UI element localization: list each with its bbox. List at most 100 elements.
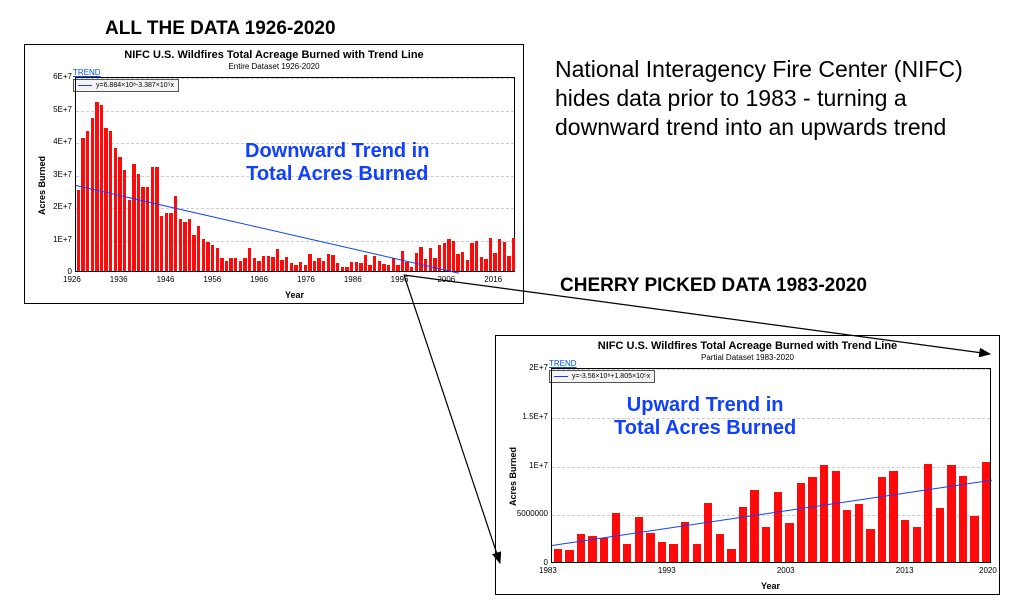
bar xyxy=(577,534,585,562)
bar xyxy=(202,239,205,272)
x-tick: 1946 xyxy=(157,275,175,284)
bar xyxy=(913,527,921,562)
bar xyxy=(565,550,573,562)
bar xyxy=(294,265,297,271)
bar xyxy=(405,262,408,271)
bar xyxy=(693,544,701,562)
bar xyxy=(234,258,237,271)
bar xyxy=(91,118,94,271)
bar xyxy=(410,267,413,271)
y-tick: 5E+7 xyxy=(39,105,72,114)
bar xyxy=(466,260,469,271)
x-tick: 2006 xyxy=(437,275,455,284)
bar xyxy=(248,248,251,271)
bar xyxy=(443,243,446,271)
bar xyxy=(355,262,358,271)
bar xyxy=(77,190,80,271)
bar xyxy=(206,242,209,271)
x-tick: 2013 xyxy=(896,566,914,575)
bar xyxy=(317,258,320,271)
y-tick: 6E+7 xyxy=(39,72,72,81)
bar xyxy=(100,105,103,271)
bar xyxy=(484,259,487,271)
bar xyxy=(635,517,643,562)
bar xyxy=(554,549,562,562)
x-tick: 1986 xyxy=(344,275,362,284)
bar xyxy=(396,265,399,271)
bar xyxy=(889,471,897,562)
bar xyxy=(336,263,339,271)
bar xyxy=(313,261,316,271)
bar xyxy=(855,504,863,562)
bar xyxy=(345,267,348,271)
bar xyxy=(114,148,117,272)
bar xyxy=(612,513,620,562)
bar xyxy=(271,257,274,271)
bar xyxy=(878,477,886,562)
bar xyxy=(470,243,473,271)
bar xyxy=(359,263,362,271)
gridline xyxy=(76,111,514,112)
bar xyxy=(924,464,932,562)
bar xyxy=(866,529,874,562)
bar xyxy=(373,256,376,271)
bar xyxy=(600,538,608,562)
bar xyxy=(239,261,242,271)
bar xyxy=(137,174,140,272)
bar xyxy=(253,258,256,271)
bar xyxy=(128,200,131,272)
bar xyxy=(160,216,163,271)
bar xyxy=(132,164,135,271)
bar xyxy=(512,238,515,271)
bar xyxy=(267,256,270,271)
bar xyxy=(341,267,344,271)
chart1-title: NIFC U.S. Wildfires Total Acreage Burned… xyxy=(25,49,523,61)
bar xyxy=(785,523,793,562)
title-cherry-picked: CHERRY PICKED DATA 1983-2020 xyxy=(560,275,867,297)
chart2-ylabel: Acres Burned xyxy=(508,447,518,506)
bar xyxy=(308,254,311,271)
bar xyxy=(197,226,200,272)
y-tick: 2E+7 xyxy=(39,202,72,211)
bar xyxy=(183,222,186,271)
bar xyxy=(750,490,758,562)
bar xyxy=(936,508,944,562)
chart1-trend-link: TREND xyxy=(73,68,101,77)
bar xyxy=(322,261,325,271)
bar xyxy=(480,257,483,271)
bar xyxy=(681,522,689,562)
bar xyxy=(498,239,501,272)
bar xyxy=(118,157,121,271)
bar xyxy=(151,167,154,271)
x-tick: 1966 xyxy=(250,275,268,284)
y-tick: 1E+7 xyxy=(515,461,548,470)
chart2-trend-link: TREND xyxy=(549,359,577,368)
bar xyxy=(419,247,422,271)
bar xyxy=(165,213,168,272)
bar xyxy=(216,248,219,271)
y-tick: 1.5E+7 xyxy=(515,412,548,421)
bar xyxy=(229,258,232,271)
chart-all-data: NIFC U.S. Wildfires Total Acreage Burned… xyxy=(24,44,524,304)
bar xyxy=(503,242,506,271)
bar xyxy=(727,549,735,562)
x-tick: 1926 xyxy=(63,275,81,284)
bar xyxy=(507,256,510,271)
bar xyxy=(220,258,223,271)
bar xyxy=(123,170,126,271)
bar xyxy=(382,264,385,271)
y-tick: 5000000 xyxy=(515,509,548,518)
bar xyxy=(774,492,782,562)
chart1-xlabel: Year xyxy=(285,290,304,300)
bar xyxy=(387,265,390,271)
bar xyxy=(433,258,436,271)
bar xyxy=(493,253,496,271)
bar xyxy=(155,167,158,271)
bar xyxy=(86,131,89,271)
bar xyxy=(447,239,450,271)
bar xyxy=(623,544,631,562)
title-all-data: ALL THE DATA 1926-2020 xyxy=(105,18,336,40)
bar xyxy=(797,483,805,562)
gridline xyxy=(552,369,990,370)
bar xyxy=(762,527,770,562)
